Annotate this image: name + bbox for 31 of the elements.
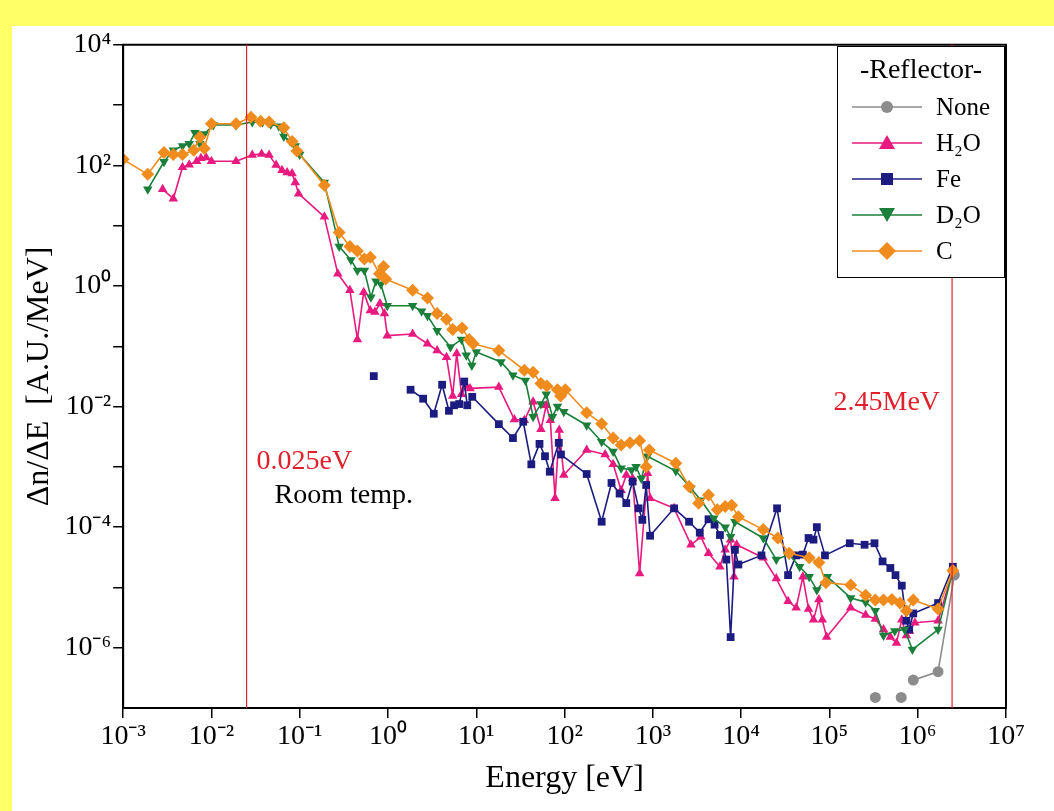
ref-line-label: 2.45MeV <box>833 384 941 416</box>
legend-label: C <box>936 236 953 265</box>
x-tick-label: 10¹ <box>458 719 495 751</box>
point <box>895 691 907 703</box>
y-tick-label: 10⁻⁶ <box>64 630 112 662</box>
x-tick-label: 10⁵ <box>810 719 849 751</box>
annotation: Room temp. <box>274 478 414 510</box>
x-axis-title: Energy [eV] <box>485 758 644 795</box>
x-tick-label: 10⁴ <box>722 719 761 751</box>
x-tick-label: 10⁰ <box>369 719 408 751</box>
legend-label: Fe <box>936 164 961 193</box>
y-axis-title: Δn/ΔE [A.U./MeV] <box>18 246 55 507</box>
ref-line-label: 0.025eV <box>256 444 353 476</box>
legend-label: D₂O <box>936 200 981 229</box>
x-tick-label: 10⁻³ <box>100 719 146 751</box>
x-tick-label: 10⁶ <box>898 719 937 751</box>
legend-label: None <box>936 92 991 121</box>
x-tick-label: 10⁻¹ <box>277 719 323 751</box>
y-tick-label: 10⁴ <box>73 27 112 59</box>
x-tick-label: 10⁷ <box>987 719 1025 751</box>
point <box>932 666 944 678</box>
legend-label: H₂O <box>936 128 981 157</box>
legend-title: -Reflector- <box>858 52 984 85</box>
y-tick-label: 10⁻² <box>65 388 112 420</box>
x-tick-label: 10⁻² <box>188 719 235 751</box>
x-tick-label: 10³ <box>634 719 672 751</box>
y-tick-label: 10² <box>74 147 112 179</box>
x-tick-label: 10² <box>546 719 583 751</box>
y-tick-label: 10⁰ <box>73 268 112 300</box>
y-tick-label: 10⁻⁴ <box>64 509 112 541</box>
point <box>869 691 881 703</box>
